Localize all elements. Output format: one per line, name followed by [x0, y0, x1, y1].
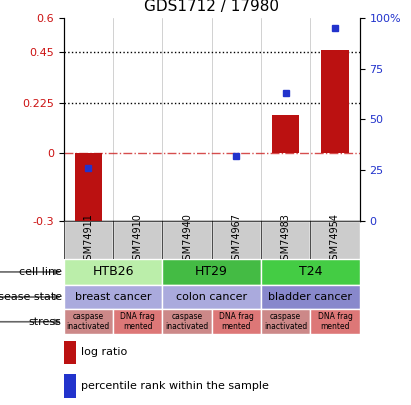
Text: colon cancer: colon cancer — [176, 292, 247, 302]
Bar — [162, 221, 212, 259]
Bar — [64, 221, 113, 259]
Text: GSM74983: GSM74983 — [281, 213, 291, 266]
Text: HT29: HT29 — [195, 265, 228, 278]
Bar — [162, 259, 261, 285]
Bar — [261, 221, 310, 259]
Bar — [75, 153, 102, 230]
Text: disease state: disease state — [0, 292, 62, 302]
Bar — [64, 341, 76, 364]
Bar — [261, 259, 360, 285]
Text: caspase
inactivated: caspase inactivated — [67, 312, 110, 331]
Bar — [162, 309, 212, 334]
Text: GSM74910: GSM74910 — [133, 213, 143, 266]
Text: caspase
inactivated: caspase inactivated — [165, 312, 209, 331]
Text: caspase
inactivated: caspase inactivated — [264, 312, 307, 331]
Bar — [212, 309, 261, 334]
Bar — [64, 374, 76, 398]
Text: DNA frag
mented: DNA frag mented — [318, 312, 352, 331]
Text: GSM74954: GSM74954 — [330, 213, 340, 266]
Bar — [272, 115, 299, 153]
Bar — [261, 309, 310, 334]
Bar — [113, 221, 162, 259]
Bar — [321, 50, 349, 153]
Text: stress: stress — [29, 317, 62, 327]
Text: T24: T24 — [298, 265, 322, 278]
Text: bladder cancer: bladder cancer — [268, 292, 352, 302]
Bar — [64, 259, 162, 285]
Bar — [310, 309, 360, 334]
Text: breast cancer: breast cancer — [75, 292, 151, 302]
Bar — [212, 221, 261, 259]
Text: GSM74940: GSM74940 — [182, 213, 192, 266]
Title: GDS1712 / 17980: GDS1712 / 17980 — [144, 0, 279, 14]
Bar — [261, 285, 360, 309]
Text: HTB26: HTB26 — [92, 265, 134, 278]
Text: GSM74967: GSM74967 — [231, 213, 241, 266]
Text: DNA frag
mented: DNA frag mented — [120, 312, 155, 331]
Bar — [64, 309, 113, 334]
Bar — [162, 285, 261, 309]
Bar — [113, 309, 162, 334]
Text: GSM74911: GSM74911 — [83, 213, 93, 266]
Text: cell line: cell line — [18, 267, 62, 277]
Bar — [310, 221, 360, 259]
Bar — [64, 285, 162, 309]
Text: DNA frag
mented: DNA frag mented — [219, 312, 254, 331]
Text: log ratio: log ratio — [81, 347, 128, 357]
Text: percentile rank within the sample: percentile rank within the sample — [81, 381, 269, 390]
